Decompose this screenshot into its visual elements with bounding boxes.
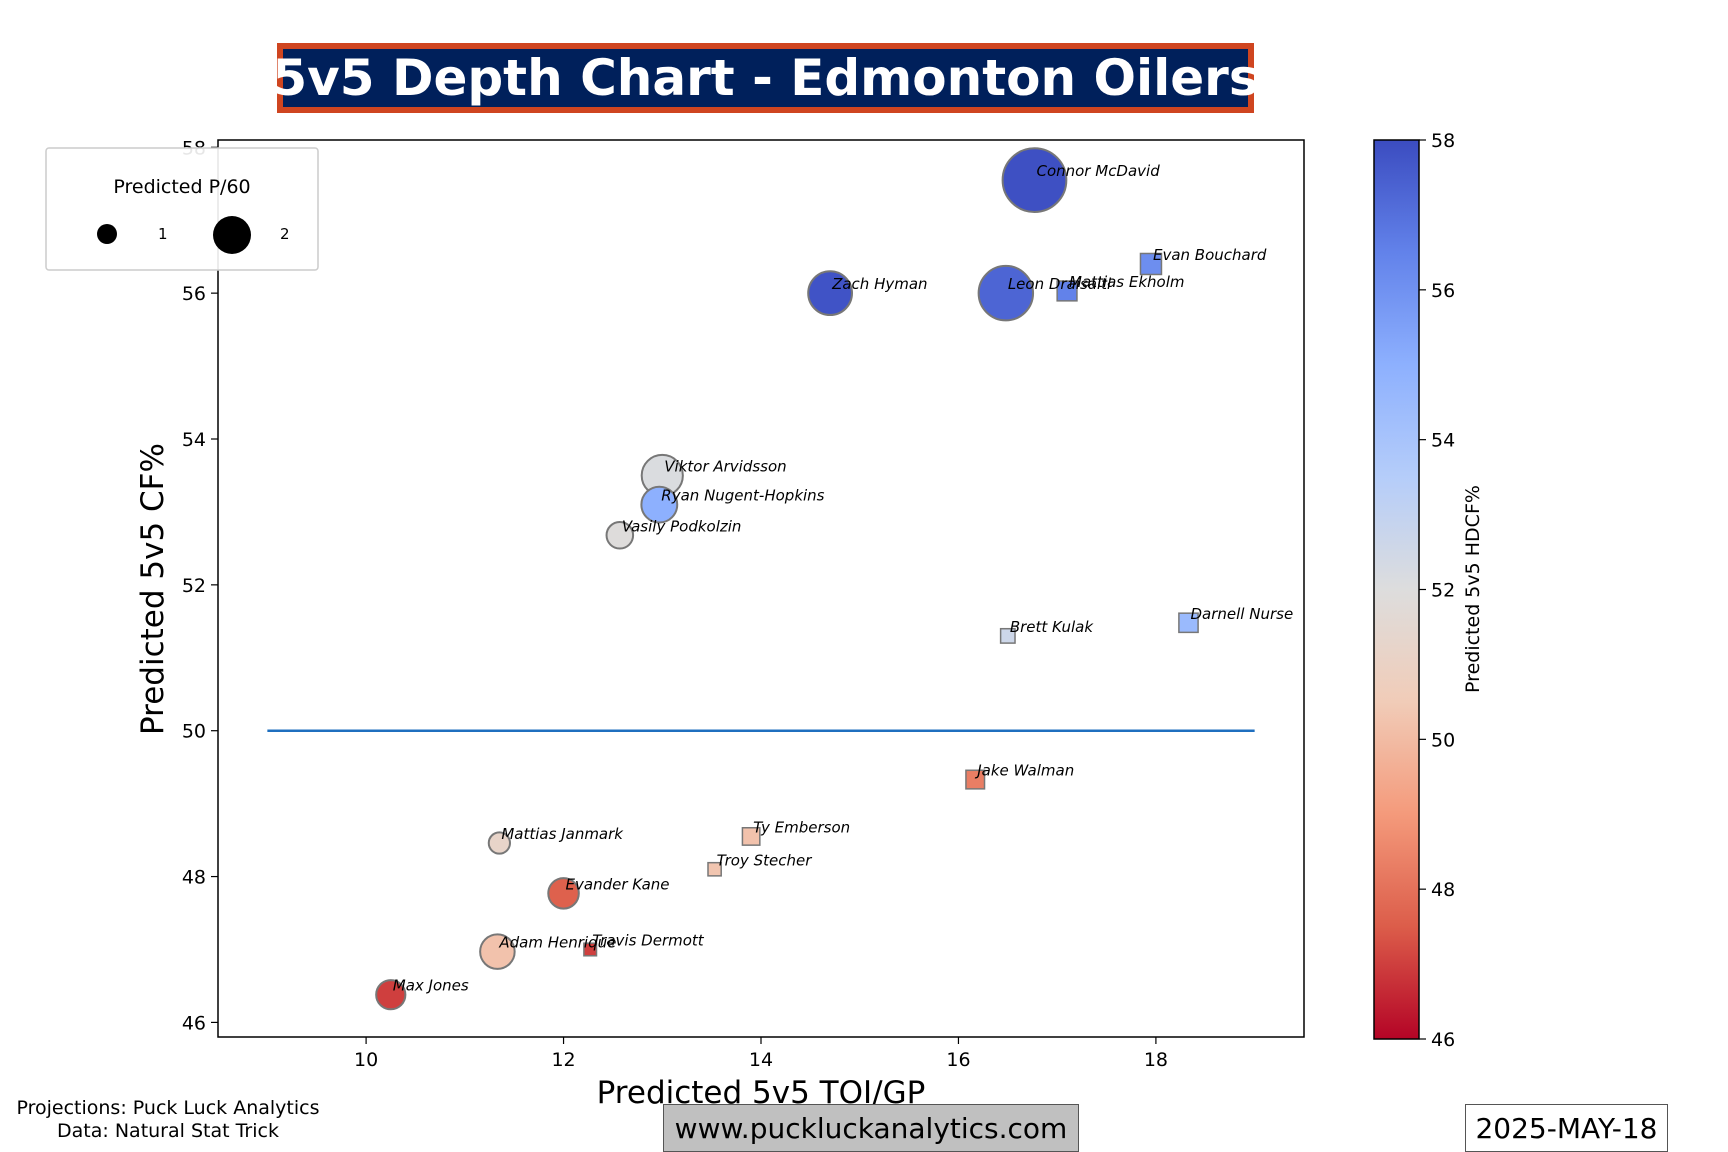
player-label: Mattias Ekholm <box>1069 273 1184 291</box>
forward-point[interactable] <box>605 520 635 550</box>
player-label: Jake Walman <box>974 762 1074 780</box>
y-tick-label: 54 <box>182 429 206 451</box>
y-tick-label: 48 <box>182 867 206 889</box>
defense-point[interactable] <box>741 827 761 846</box>
colorbar-tick-label: 50 <box>1431 729 1455 751</box>
plot-area <box>217 139 1305 1038</box>
defense-point[interactable] <box>965 769 986 790</box>
colorbar-tick-label: 52 <box>1431 580 1455 602</box>
player-label: Zach Hyman <box>831 275 927 293</box>
date-box: 2025-MAY-18 <box>1465 1104 1668 1152</box>
legend-marker-large <box>213 216 251 254</box>
forward-point[interactable] <box>547 877 580 910</box>
x-ticks: 10 12 14 16 18 <box>354 1037 1168 1071</box>
forward-point[interactable] <box>487 831 511 855</box>
legend-label-small: 1 <box>158 225 168 243</box>
y-tick-label: 50 <box>182 721 206 743</box>
player-label: Darnell Nurse <box>1190 605 1293 623</box>
colorbar-tick-label: 48 <box>1431 879 1455 901</box>
forward-point[interactable] <box>640 485 679 524</box>
x-tick-label: 14 <box>749 1049 773 1071</box>
colorbar-tick-label: 54 <box>1431 430 1455 452</box>
defense-point[interactable] <box>1139 252 1163 276</box>
forward-point[interactable] <box>977 264 1035 322</box>
forward-point[interactable] <box>375 979 407 1011</box>
y-tick-label: 46 <box>182 1012 206 1034</box>
x-tick-label: 16 <box>946 1049 970 1071</box>
player-label: Troy Stecher <box>717 851 813 869</box>
y-tick-label: 56 <box>182 283 206 305</box>
credit-projections: Projections: Puck Luck Analytics <box>16 1097 320 1119</box>
defense-point[interactable] <box>707 861 722 877</box>
x-tick-label: 10 <box>354 1049 378 1071</box>
x-tick-label: 18 <box>1144 1049 1168 1071</box>
x-tick-label: 12 <box>551 1049 575 1071</box>
forward-point[interactable] <box>1001 147 1068 213</box>
forward-point[interactable] <box>479 933 516 970</box>
player-label: Evander Kane <box>566 875 670 893</box>
player-label: Travis Dermott <box>592 931 705 949</box>
player-label: Adam Henrique <box>498 934 616 952</box>
forward-point[interactable] <box>807 270 854 317</box>
credit-data: Data: Natural Stat Trick <box>57 1120 279 1142</box>
player-label: Connor McDavid <box>1036 162 1160 180</box>
colorbar-label: Predicted 5v5 HDCF% <box>1462 485 1484 693</box>
legend-frame <box>45 147 319 271</box>
size-legend: Predicted P/60 1 2 <box>45 147 319 271</box>
colorbar <box>1373 139 1420 1040</box>
defense-point[interactable] <box>583 942 598 957</box>
defense-point[interactable] <box>1178 612 1199 634</box>
player-label: Ty Emberson <box>753 818 850 836</box>
player-label: Mattias Janmark <box>501 825 624 843</box>
website-box[interactable]: www.puckluckanalytics.com <box>663 1104 1079 1152</box>
player-label: Brett Kulak <box>1010 618 1095 636</box>
colorbar-tick-label: 56 <box>1431 280 1455 302</box>
point-labels: Connor McDavid Leon Draisaitl Zach Hyman Vi… <box>393 162 1293 995</box>
player-label: Evan Bouchard <box>1153 246 1267 264</box>
player-label: Ryan Nugent-Hopkins <box>661 487 824 505</box>
player-label: Viktor Arvidsson <box>664 457 786 475</box>
chart-title: 5v5 Depth Chart - Edmonton Oilers <box>272 43 1259 113</box>
defense-point[interactable] <box>1056 280 1078 302</box>
y-axis-label: Predicted 5v5 CF% <box>135 443 171 735</box>
legend-label-large: 2 <box>280 225 290 243</box>
player-label: Vasily Podkolzin <box>622 517 742 535</box>
colorbar-tick-label: 58 <box>1431 130 1455 152</box>
legend-title: Predicted P/60 <box>113 176 250 198</box>
colorbar-ticks: 46 48 50 52 54 56 58 <box>1419 130 1455 1051</box>
credits: Projections: Puck Luck Analytics Data: N… <box>0 1097 336 1143</box>
player-label: Leon Draisaitl <box>1008 275 1112 293</box>
y-tick-label: 52 <box>182 575 206 597</box>
colorbar-tick-label: 46 <box>1431 1029 1455 1051</box>
legend-marker-small <box>97 224 117 244</box>
player-label: Max Jones <box>393 977 469 995</box>
data-points <box>375 147 1199 1011</box>
defense-point[interactable] <box>999 627 1016 644</box>
